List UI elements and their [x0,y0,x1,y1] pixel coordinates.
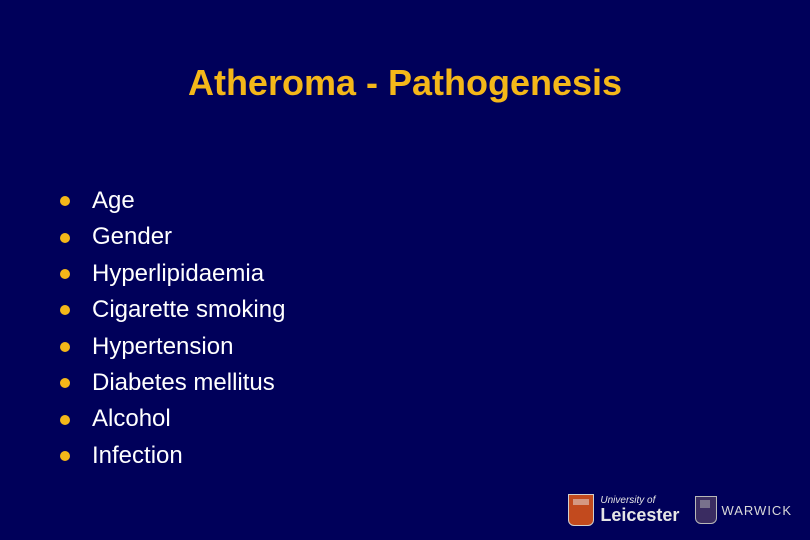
list-item-text: Diabetes mellitus [92,370,275,396]
list-item-text: Alcohol [92,406,171,432]
leicester-line2: Leicester [600,506,679,524]
bullet-icon [60,196,70,206]
list-item-text: Age [92,188,135,214]
list-item: Hyperlipidaemia [60,261,285,287]
bullet-icon [60,378,70,388]
list-item: Alcohol [60,406,285,432]
list-item: Diabetes mellitus [60,370,285,396]
warwick-logo: WARWICK [695,496,792,524]
shield-icon [568,494,594,526]
bullet-icon [60,269,70,279]
bullet-list: Age Gender Hyperlipidaemia Cigarette smo… [60,188,285,479]
list-item: Gender [60,224,285,250]
bullet-icon [60,451,70,461]
list-item: Hypertension [60,334,285,360]
crest-icon [695,496,717,524]
leicester-logo: University of Leicester [568,494,679,526]
leicester-logo-text: University of Leicester [600,496,679,524]
list-item: Age [60,188,285,214]
list-item: Cigarette smoking [60,297,285,323]
bullet-icon [60,415,70,425]
list-item-text: Cigarette smoking [92,297,285,323]
list-item: Infection [60,443,285,469]
bullet-icon [60,342,70,352]
bullet-icon [60,305,70,315]
list-item-text: Hypertension [92,334,233,360]
bullet-icon [60,233,70,243]
warwick-text: WARWICK [721,503,792,518]
logo-bar: University of Leicester WARWICK [568,494,792,526]
slide: Atheroma - Pathogenesis Age Gender Hyper… [0,0,810,540]
list-item-text: Infection [92,443,183,469]
list-item-text: Gender [92,224,172,250]
slide-title: Atheroma - Pathogenesis [0,62,810,104]
list-item-text: Hyperlipidaemia [92,261,264,287]
